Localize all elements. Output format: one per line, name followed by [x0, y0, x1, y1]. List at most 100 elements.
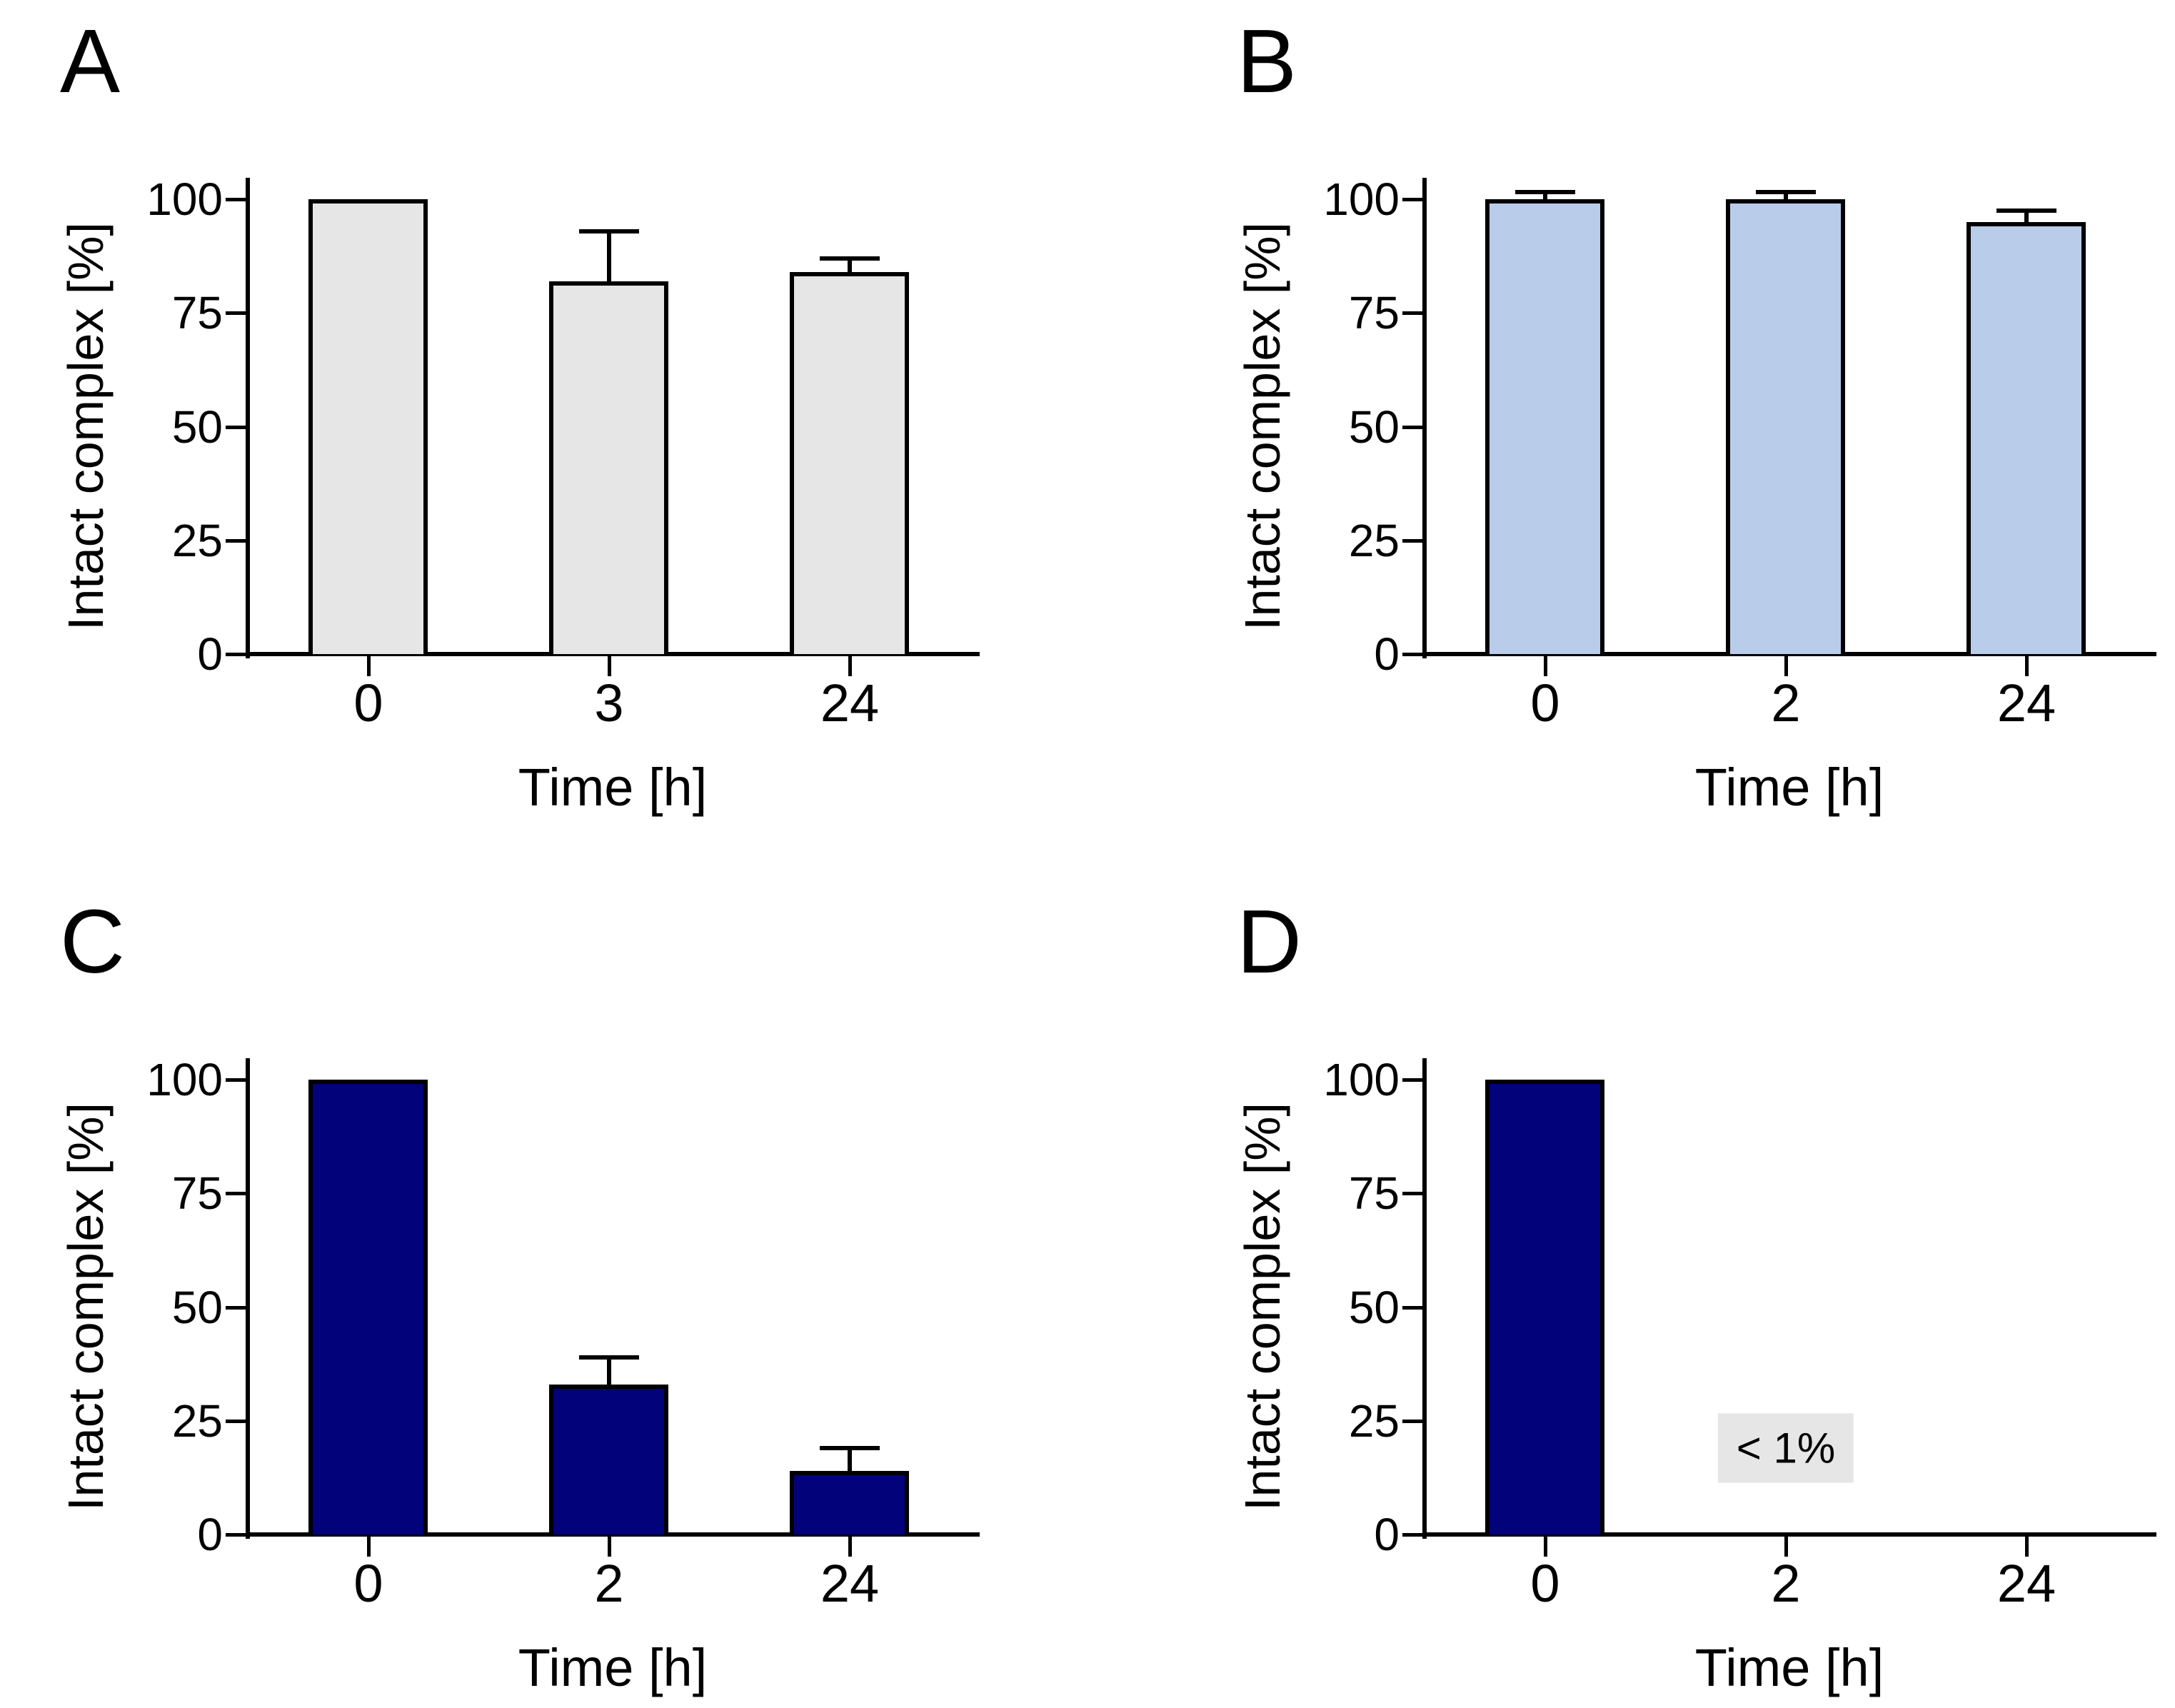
panel-c-y-axis-line: [246, 1058, 250, 1539]
panel-c-y-tick: [226, 1533, 246, 1537]
panel-a-x-tick: [607, 656, 611, 676]
panel-d-x-tick-label: 2: [1771, 1554, 1801, 1613]
panel-c: C Intact complex [%] Time [h] 0 25 50 75 100…: [0, 880, 998, 1708]
panel-d-y-tick-label: 25: [1348, 1395, 1400, 1447]
panel-c-y-tick-label: 50: [171, 1282, 223, 1333]
panel-b-y-tick-label: 0: [1374, 628, 1400, 680]
panel-b-bar: [1726, 199, 1845, 654]
panel-b-error-bar-cap: [1515, 190, 1575, 194]
panel-a: A Intact complex [%] Time [h] 0 25 50 75 100…: [0, 0, 998, 854]
panel-b-error-bar: [1784, 192, 1788, 204]
panel-b-y-tick-label: 100: [1323, 174, 1400, 225]
panel-d-plot-area: 0 25 50 75 100 0 2 24 < 1%: [1177, 880, 2175, 1708]
panel-c-x-tick-label: 2: [594, 1554, 624, 1613]
panel-b-y-tick-label: 50: [1348, 401, 1400, 453]
panel-a-y-tick-label: 100: [146, 174, 223, 225]
panel-c-y-tick: [226, 1078, 246, 1082]
panel-a-x-tick: [366, 656, 371, 676]
panel-b: B Intact complex [%] Time [h] 0 25 50 75 100…: [1177, 0, 2175, 854]
panel-a-x-axis-line: [246, 652, 980, 656]
panel-b-y-tick-label: 25: [1348, 515, 1400, 566]
panel-c-x-tick-label: 24: [820, 1554, 880, 1613]
panel-c-x-axis-title: Time [h]: [518, 1638, 708, 1697]
panel-d-y-tick: [1402, 1533, 1422, 1537]
panel-a-bar: [549, 281, 668, 654]
panel-d-label: D: [1237, 891, 1302, 992]
panel-d-y-tick: [1402, 1420, 1422, 1423]
panel-b-y-tick: [1402, 653, 1422, 656]
panel-a-bar: [790, 272, 909, 654]
panel-c-x-axis-line: [246, 1532, 980, 1537]
panel-c-error-bar-cap: [820, 1446, 880, 1450]
panel-b-y-tick: [1402, 198, 1422, 201]
panel-d-annotation-badge: < 1%: [1717, 1413, 1854, 1483]
panel-a-y-tick-label: 0: [197, 628, 223, 680]
panel-a-y-tick: [226, 539, 246, 543]
panel-a-error-bar: [848, 258, 852, 276]
panel-a-error-bar: [607, 231, 611, 286]
panel-a-bar: [308, 199, 428, 654]
panel-c-y-tick: [226, 1306, 246, 1310]
panel-a-y-tick: [226, 426, 246, 429]
panel-d-x-tick: [1784, 1537, 1788, 1557]
panel-c-y-tick-label: 0: [197, 1509, 223, 1560]
panel-a-error-bar-cap: [820, 256, 880, 261]
panel-a-x-tick-label: 3: [594, 673, 624, 733]
panel-d-y-axis-line: [1422, 1058, 1427, 1539]
panel-b-x-tick-label: 24: [1996, 673, 2056, 733]
panel-c-bar: [790, 1471, 909, 1534]
panel-c-error-bar-cap: [579, 1355, 639, 1360]
panel-d-y-tick: [1402, 1192, 1422, 1195]
panel-b-label: B: [1237, 11, 1297, 111]
panel-b-plot-area: 0 25 50 75 100 0 2 24: [1177, 0, 2175, 854]
panel-c-bar: [549, 1385, 668, 1534]
panel-c-bar: [308, 1080, 428, 1534]
panel-b-error-bar: [1543, 192, 1547, 204]
panel-a-x-axis-title: Time [h]: [518, 758, 708, 817]
panel-a-y-tick: [226, 311, 246, 315]
panel-c-x-tick: [366, 1537, 371, 1557]
panel-b-y-axis-line: [1422, 178, 1427, 658]
panel-d-x-tick-label: 24: [1996, 1554, 2056, 1613]
panel-d-x-tick-label: 0: [1530, 1554, 1560, 1613]
panel-d: D Intact complex [%] Time [h] 0 25 50 75 100…: [1177, 880, 2175, 1708]
panel-b-error-bar: [2024, 211, 2029, 226]
panel-d-x-axis-title: Time [h]: [1694, 1638, 1884, 1697]
panel-a-error-bar-cap: [579, 229, 639, 233]
panel-a-y-tick-label: 75: [171, 287, 223, 338]
panel-c-error-bar: [607, 1357, 611, 1389]
panel-a-y-tick: [226, 653, 246, 656]
panel-a-y-tick-label: 25: [171, 515, 223, 566]
panel-a-x-tick-label: 0: [353, 673, 383, 733]
panel-b-x-tick: [1543, 656, 1547, 676]
panel-b-error-bar-cap: [1756, 190, 1816, 194]
panel-c-y-tick-label: 75: [171, 1167, 223, 1219]
panel-d-y-tick-label: 0: [1374, 1509, 1400, 1560]
panel-b-bar: [1966, 222, 2086, 654]
panel-b-error-bar-cap: [1996, 209, 2056, 213]
panel-b-x-tick-label: 2: [1771, 673, 1801, 733]
panel-c-y-tick: [226, 1420, 246, 1423]
panel-b-y-tick-label: 75: [1348, 287, 1400, 338]
panel-d-y-tick: [1402, 1078, 1422, 1082]
panel-d-bar: [1485, 1080, 1604, 1534]
panel-c-x-tick-label: 0: [353, 1554, 383, 1613]
panel-a-y-tick: [226, 198, 246, 201]
panel-a-y-tick-label: 50: [171, 401, 223, 453]
panel-b-x-axis-line: [1422, 652, 2156, 656]
panel-d-y-tick-label: 100: [1323, 1054, 1400, 1105]
panel-c-y-tick-label: 100: [146, 1054, 223, 1105]
panel-c-x-tick: [607, 1537, 611, 1557]
panel-c-y-tick-label: 25: [171, 1395, 223, 1447]
panel-b-y-tick: [1402, 539, 1422, 543]
panel-b-x-tick: [1784, 656, 1788, 676]
panel-b-y-tick: [1402, 311, 1422, 315]
panel-c-plot-area: 0 25 50 75 100 0 2 24: [0, 880, 998, 1708]
panel-d-y-tick: [1402, 1306, 1422, 1310]
panel-a-label: A: [60, 11, 121, 111]
panel-c-x-tick: [848, 1537, 852, 1557]
panel-d-x-tick: [2024, 1537, 2029, 1557]
panel-d-y-tick-label: 75: [1348, 1167, 1400, 1219]
panel-a-x-tick-label: 24: [820, 673, 880, 733]
